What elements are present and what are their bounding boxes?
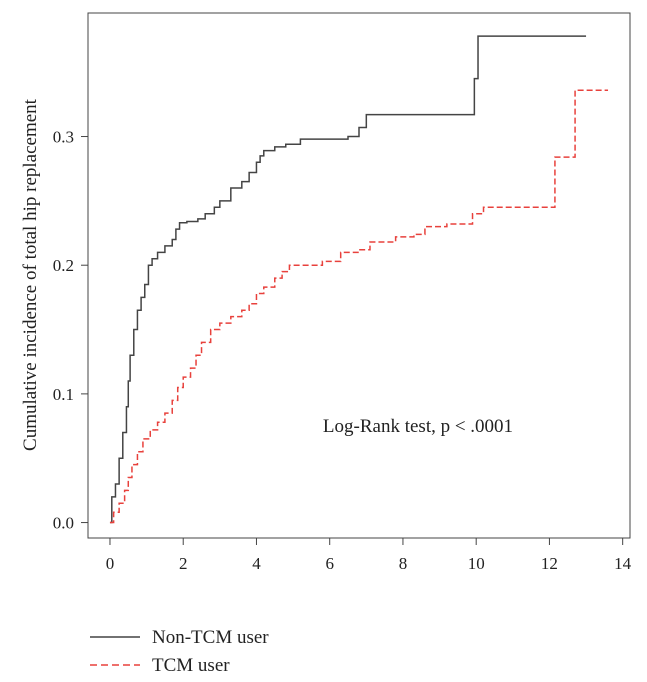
- y-tick-label: 0.2: [53, 256, 74, 275]
- x-tick-label: 0: [106, 554, 115, 573]
- x-tick-label: 10: [468, 554, 485, 573]
- plot-frame: [87, 12, 631, 539]
- series-layer: [109, 35, 609, 524]
- y-tick-label: 0.3: [53, 128, 74, 147]
- series-line-tcm: [109, 89, 609, 524]
- x-tick-label: 2: [179, 554, 188, 573]
- x-tick-label: 6: [325, 554, 334, 573]
- log-rank-annotation: Log-Rank test, p < .0001: [323, 416, 513, 437]
- y-axis-label: Cumulative incidence of total hip replac…: [20, 98, 41, 451]
- axes: 0 2 4 6 8 10 12 14 0.0 0.1 0.2 0.3: [53, 128, 632, 573]
- y-tick-label: 0.1: [53, 385, 74, 404]
- y-tick-label: 0.0: [53, 514, 74, 533]
- x-tick-label: 4: [252, 554, 261, 573]
- x-tick-label: 8: [399, 554, 408, 573]
- legend-label-tcm: TCM user: [152, 655, 230, 676]
- x-tick-label: 12: [541, 554, 558, 573]
- legend-label-non-tcm: Non-TCM user: [152, 627, 269, 648]
- x-tick-label: 14: [614, 554, 632, 573]
- legend: Non-TCM user TCM user: [90, 627, 269, 676]
- series-line-non-tcm: [109, 35, 587, 524]
